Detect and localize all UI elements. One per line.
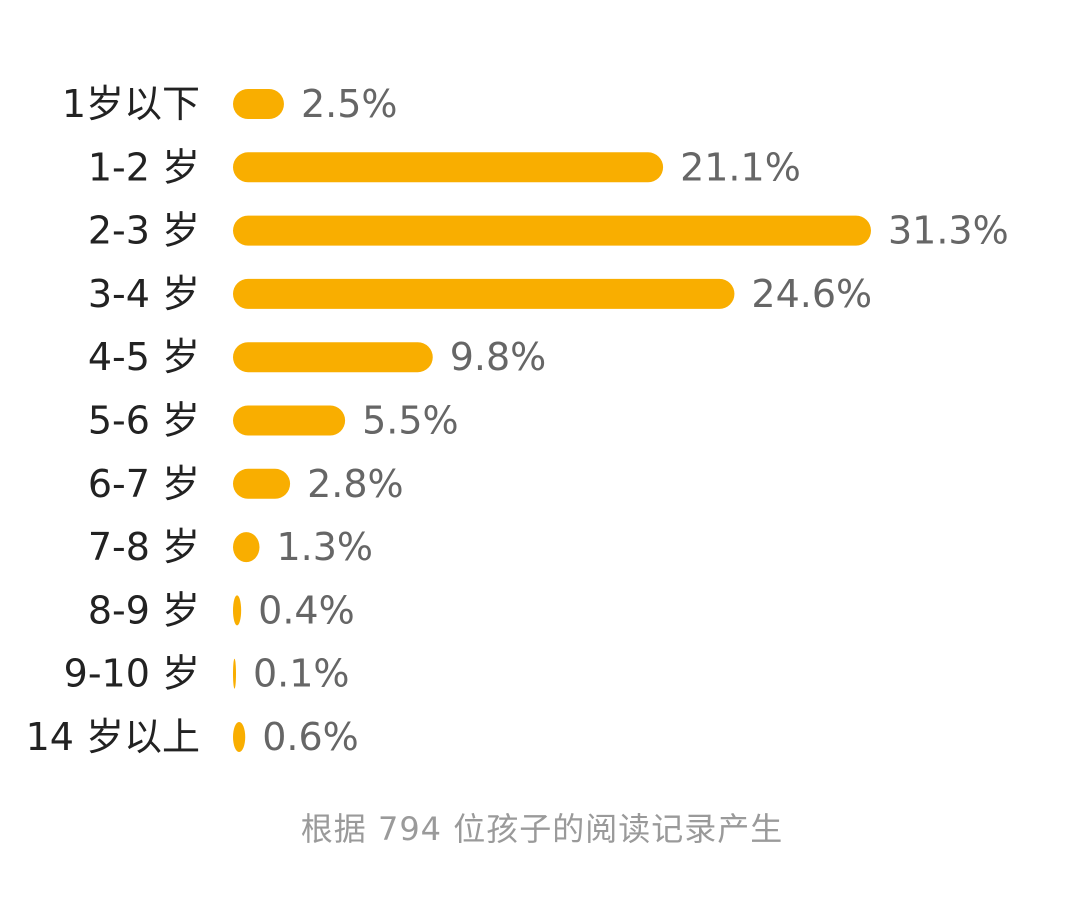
value-label: 0.6% xyxy=(262,715,359,759)
bar xyxy=(233,152,664,183)
category-label: 9-10 岁 xyxy=(64,652,200,696)
bar xyxy=(233,405,346,436)
category-label: 7-8 岁 xyxy=(88,525,200,569)
value-label: 0.4% xyxy=(258,588,355,632)
bar xyxy=(233,658,236,689)
bar xyxy=(233,532,260,563)
category-label: 5-6 岁 xyxy=(88,399,200,443)
bar xyxy=(233,89,284,119)
value-label: 9.8% xyxy=(450,335,547,379)
category-label: 2-3 岁 xyxy=(88,209,200,253)
category-label: 1岁以下 xyxy=(62,82,200,126)
bar xyxy=(233,278,735,309)
value-label: 0.1% xyxy=(253,652,350,696)
bar xyxy=(233,215,871,246)
chart-footnote: 根据 794 位孩子的阅读记录产生 xyxy=(300,810,784,848)
category-label: 6-7 岁 xyxy=(88,462,200,506)
bar xyxy=(233,595,242,626)
value-label: 24.6% xyxy=(751,272,872,316)
category-label: 14 岁以上 xyxy=(26,715,200,759)
category-label: 1-2 岁 xyxy=(88,145,200,189)
value-label: 2.5% xyxy=(301,82,398,126)
value-label: 21.1% xyxy=(680,145,801,189)
category-label: 4-5 岁 xyxy=(88,335,200,379)
value-label: 2.8% xyxy=(307,462,404,506)
value-label: 31.3% xyxy=(888,209,1009,253)
bar xyxy=(233,342,433,373)
category-label: 8-9 岁 xyxy=(88,588,200,632)
value-label: 1.3% xyxy=(276,525,373,569)
bar xyxy=(233,722,246,752)
bar xyxy=(233,468,291,499)
category-label: 3-4 岁 xyxy=(88,272,200,316)
value-label: 5.5% xyxy=(362,399,459,443)
